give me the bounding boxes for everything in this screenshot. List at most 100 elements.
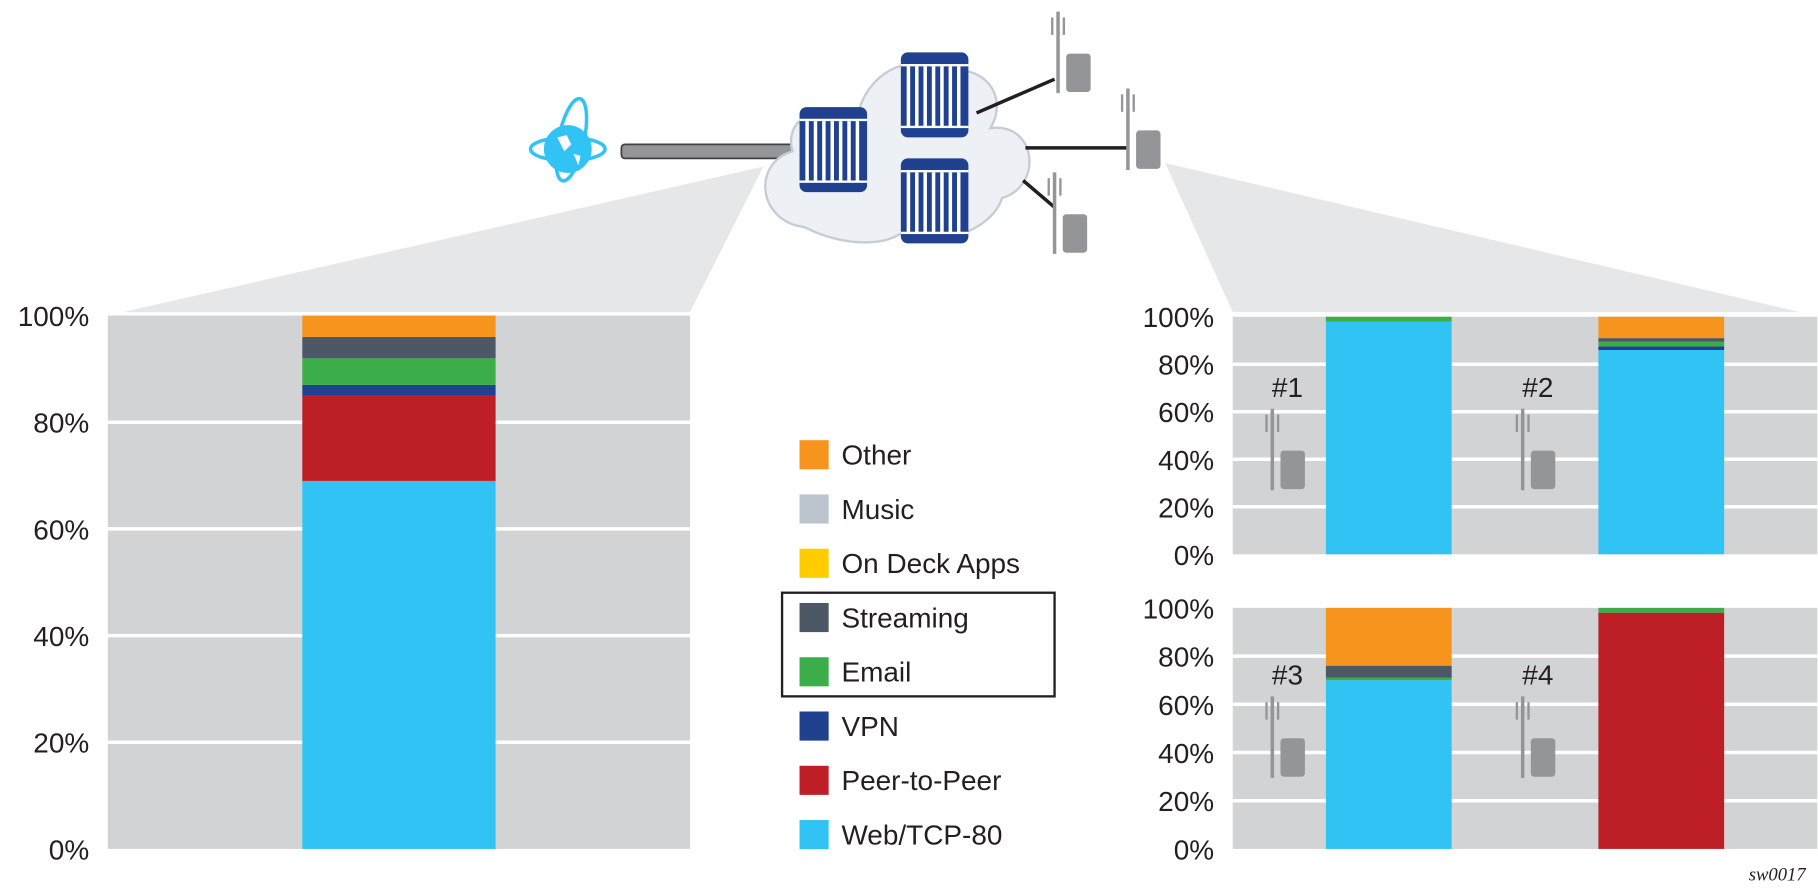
legend-swatch	[799, 440, 829, 470]
router-slot	[923, 172, 927, 233]
y-tick-label: 100%	[1143, 593, 1214, 624]
legend-swatch	[799, 602, 829, 633]
legend-item: Music	[799, 494, 914, 525]
router-slot	[923, 66, 927, 127]
bar-segment-web-tcp-80	[1598, 349, 1725, 555]
router-icon	[900, 52, 969, 138]
tower-box	[1280, 738, 1305, 777]
legend-item: Peer-to-Peer	[799, 765, 1001, 796]
bar-segment-other	[1325, 607, 1452, 666]
legend-label: Email	[841, 657, 911, 688]
legend-label: VPN	[841, 711, 898, 742]
legend-label: On Deck Apps	[841, 548, 1020, 579]
legend-label: Music	[841, 494, 914, 525]
stacked-bar-chart: 0% 20% 40% 60% 80% 100%	[18, 301, 691, 865]
bar-segment-other	[1598, 316, 1725, 339]
zoom-funnel-right	[1165, 163, 1800, 313]
router-band	[900, 231, 969, 235]
bar-segment-email	[1325, 677, 1452, 681]
bar-segment-email	[1598, 341, 1725, 347]
cell-site-label: #1	[1272, 372, 1303, 403]
router-slot	[915, 172, 919, 233]
pipe-link	[620, 143, 797, 160]
y-tick-label: 0%	[49, 834, 89, 865]
stacked-bar-chart: 0% 20% 40% 60% 80% 100% #1	[1143, 302, 1818, 571]
y-tick-label: 20%	[1158, 492, 1214, 523]
bar-segment-streaming	[1598, 338, 1725, 342]
stacked-bar-chart: #2	[1515, 316, 1725, 555]
legend-swatch	[799, 765, 829, 795]
router-band	[799, 180, 868, 183]
legend-item: Email	[799, 657, 911, 688]
router-slot	[940, 172, 944, 233]
legend-item: Web/TCP-80	[799, 819, 1002, 850]
bar-segment-vpn	[1598, 346, 1725, 350]
y-tick-label: 40%	[1158, 738, 1214, 769]
router-band	[900, 125, 969, 129]
bar-segment-web-tcp-80	[1325, 680, 1452, 849]
y-tick-label: 0%	[1174, 540, 1214, 571]
y-tick-label: 20%	[33, 728, 89, 759]
legend-label: Other	[841, 440, 911, 471]
bar-segment-peer-to-peer	[302, 395, 496, 481]
router-icon	[799, 107, 868, 193]
bar-segment-email	[1598, 607, 1725, 613]
y-tick-label: 60%	[1158, 397, 1214, 428]
bar-segment-vpn	[302, 384, 496, 396]
cell-tower-icon	[1120, 88, 1161, 171]
router-slot	[956, 66, 961, 127]
y-tick-label: 60%	[1158, 690, 1214, 721]
legend-label: Peer-to-Peer	[841, 765, 1001, 796]
cell-tower-icon	[1515, 408, 1556, 491]
stacked-bar-chart: #4	[1515, 607, 1725, 849]
bar-segment-web-tcp-80	[302, 480, 496, 849]
router-slot	[940, 66, 944, 127]
y-tick-label: 80%	[1158, 642, 1214, 673]
legend-highlight-box	[780, 591, 1056, 698]
router-slot	[822, 121, 826, 182]
cell-tower-icon	[1047, 172, 1088, 254]
tower-box	[1280, 450, 1305, 490]
router-slot	[906, 66, 911, 127]
y-tick-label: 100%	[1143, 302, 1214, 333]
tower-box	[1136, 130, 1161, 169]
router-slot	[838, 121, 843, 182]
router-slot	[915, 66, 919, 127]
cell-tower-icon	[1051, 11, 1091, 94]
zoom-funnel-left	[122, 166, 764, 313]
router-slot	[855, 121, 860, 182]
legend-swatch	[799, 820, 829, 850]
y-tick-label: 100%	[18, 301, 89, 332]
bar-segment-streaming	[302, 336, 496, 359]
y-tick-label: 0%	[1174, 834, 1214, 865]
y-tick-label: 40%	[33, 621, 89, 652]
router-band	[900, 170, 969, 173]
tower-box	[1062, 214, 1088, 253]
bar-segment-peer-to-peer	[1598, 612, 1725, 849]
legend-label: Streaming	[841, 602, 968, 633]
bar-segment-other	[302, 315, 496, 337]
y-tick-label: 80%	[1158, 350, 1214, 381]
router-slot	[948, 172, 953, 233]
plot-area	[1232, 316, 1818, 555]
bar-segment-email	[302, 358, 496, 385]
router-slot	[931, 172, 936, 233]
router-slot	[948, 66, 953, 127]
tower-box	[1066, 53, 1091, 92]
legend-item: On Deck Apps	[799, 548, 1020, 579]
y-tick-label: 40%	[1158, 445, 1214, 476]
legend-item: Streaming	[799, 602, 969, 633]
plot-area	[1232, 607, 1818, 849]
tower-box	[1530, 738, 1556, 777]
y-tick-label: 60%	[33, 514, 89, 545]
globe-icon	[528, 96, 607, 183]
router-band	[799, 118, 868, 122]
router-slot	[805, 121, 809, 182]
cell-tower-icon	[1265, 696, 1305, 778]
router-slot	[956, 172, 961, 233]
links	[975, 77, 1127, 209]
legend-swatch	[799, 657, 829, 687]
router-slot	[847, 121, 851, 182]
cell-site-label: #2	[1522, 372, 1553, 403]
